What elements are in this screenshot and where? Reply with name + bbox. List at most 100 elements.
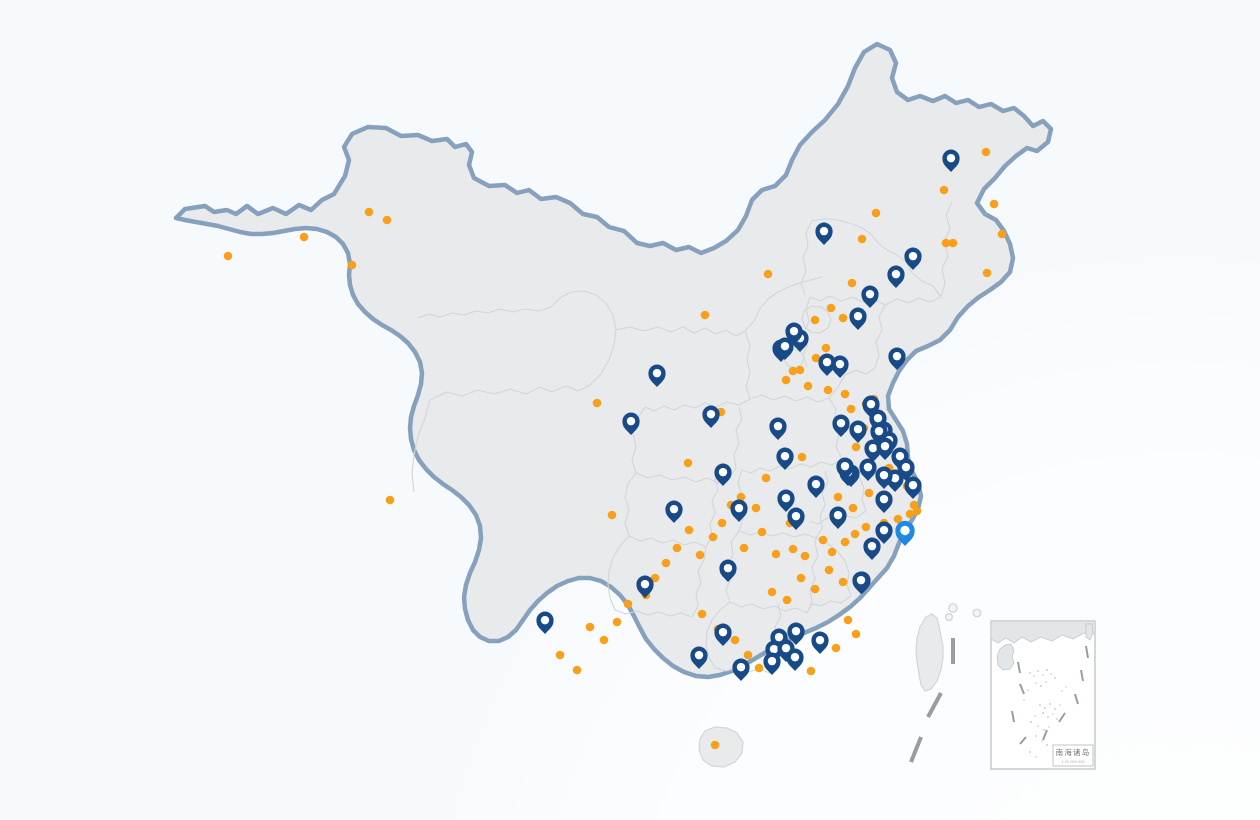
partner-site-dot[interactable] xyxy=(806,666,816,676)
partner-site-dot[interactable] xyxy=(697,609,707,619)
partner-site-dot[interactable] xyxy=(851,629,861,639)
partner-site-dot[interactable] xyxy=(982,268,992,278)
partner-site-dot[interactable] xyxy=(831,643,841,653)
partner-site-dot[interactable] xyxy=(857,234,867,244)
map-pin[interactable] xyxy=(787,622,805,645)
map-pin[interactable] xyxy=(849,307,867,330)
partner-site-dot[interactable] xyxy=(736,492,746,502)
partner-site-dot[interactable] xyxy=(781,375,791,385)
partner-site-dot[interactable] xyxy=(592,398,602,408)
partner-site-dot[interactable] xyxy=(846,404,856,414)
partner-site-dot[interactable] xyxy=(347,260,357,270)
map-pin[interactable] xyxy=(904,476,922,499)
partner-site-dot[interactable] xyxy=(661,558,671,568)
map-pin[interactable] xyxy=(888,347,906,370)
partner-site-dot[interactable] xyxy=(299,232,309,242)
partner-site-dot[interactable] xyxy=(823,385,833,395)
partner-site-dot[interactable] xyxy=(800,551,810,561)
map-pin[interactable] xyxy=(648,364,666,387)
map-pin[interactable] xyxy=(829,506,847,529)
partner-site-dot[interactable] xyxy=(751,503,761,513)
partner-site-dot[interactable] xyxy=(710,740,720,750)
partner-site-dot[interactable] xyxy=(700,310,710,320)
map-pin[interactable] xyxy=(859,458,877,481)
partner-site-dot[interactable] xyxy=(850,529,860,539)
partner-site-dot[interactable] xyxy=(382,215,392,225)
partner-site-dot[interactable] xyxy=(623,599,633,609)
partner-site-dot[interactable] xyxy=(364,207,374,217)
partner-site-dot[interactable] xyxy=(821,343,831,353)
partner-site-dot[interactable] xyxy=(607,510,617,520)
map-pin[interactable] xyxy=(942,149,960,172)
partner-site-dot[interactable] xyxy=(803,381,813,391)
map-pin[interactable] xyxy=(665,500,683,523)
map-pin[interactable] xyxy=(776,337,794,360)
partner-site-dot[interactable] xyxy=(848,503,858,513)
partner-site-dot[interactable] xyxy=(730,635,740,645)
map-pin[interactable] xyxy=(875,521,893,544)
partner-site-dot[interactable] xyxy=(840,537,850,547)
partner-site-dot[interactable] xyxy=(981,147,991,157)
partner-site-dot[interactable] xyxy=(572,665,582,675)
map-pin[interactable] xyxy=(763,652,781,675)
map-pin-highlighted[interactable] xyxy=(895,520,915,546)
partner-site-dot[interactable] xyxy=(743,650,753,660)
map-pin[interactable] xyxy=(861,285,879,308)
map-pin-layer[interactable] xyxy=(536,149,960,681)
partner-site-dot[interactable] xyxy=(941,238,951,248)
partner-site-dot[interactable] xyxy=(771,549,781,559)
map-pin[interactable] xyxy=(714,623,732,646)
partner-site-dot[interactable] xyxy=(861,522,871,532)
map-pin[interactable] xyxy=(849,420,867,443)
partner-site-dot[interactable] xyxy=(840,389,850,399)
taiwan-island-shape[interactable] xyxy=(915,613,944,692)
partner-site-dot[interactable] xyxy=(708,532,718,542)
partner-site-dot[interactable] xyxy=(851,442,861,452)
map-pin[interactable] xyxy=(875,466,893,489)
partner-site-dot[interactable] xyxy=(672,543,682,553)
partner-site-dot[interactable] xyxy=(864,488,874,498)
partner-site-dot[interactable] xyxy=(811,353,821,363)
partner-site-dot[interactable] xyxy=(684,525,694,535)
partner-site-dot[interactable] xyxy=(843,615,853,625)
partner-site-dot[interactable] xyxy=(912,506,922,516)
map-pin[interactable] xyxy=(732,658,750,681)
hainan-island-shape[interactable] xyxy=(698,726,744,768)
partner-site-dot[interactable] xyxy=(826,303,836,313)
partner-site-dot[interactable] xyxy=(754,663,764,673)
partner-site-dot[interactable] xyxy=(739,543,749,553)
partner-site-dot[interactable] xyxy=(599,635,609,645)
map-pin[interactable] xyxy=(863,537,881,560)
map-pin[interactable] xyxy=(702,405,720,428)
partner-site-dot[interactable] xyxy=(939,185,949,195)
map-pin[interactable] xyxy=(815,222,833,245)
map-pin[interactable] xyxy=(807,475,825,498)
partner-site-dot[interactable] xyxy=(989,199,999,209)
map-pin[interactable] xyxy=(690,646,708,669)
partner-site-dot[interactable] xyxy=(763,269,773,279)
partner-site-dot[interactable] xyxy=(833,492,843,502)
partner-site-dot[interactable] xyxy=(385,495,395,505)
map-pin[interactable] xyxy=(714,463,732,486)
partner-site-dot[interactable] xyxy=(585,622,595,632)
map-pin[interactable] xyxy=(811,631,829,654)
partner-site-dot[interactable] xyxy=(223,251,233,261)
partner-site-dot[interactable] xyxy=(782,595,792,605)
map-pin[interactable] xyxy=(636,575,654,598)
map-pin[interactable] xyxy=(536,611,554,634)
map-pin[interactable] xyxy=(730,499,748,522)
partner-site-dot[interactable] xyxy=(847,278,857,288)
map-pin[interactable] xyxy=(818,353,836,376)
partner-site-dot[interactable] xyxy=(555,650,565,660)
partner-site-dot[interactable] xyxy=(695,550,705,560)
partner-site-dot[interactable] xyxy=(788,366,798,376)
map-pin[interactable] xyxy=(831,355,849,378)
partner-site-dot[interactable] xyxy=(796,573,806,583)
map-pin[interactable] xyxy=(852,571,870,594)
map-pin[interactable] xyxy=(769,417,787,440)
map-pin[interactable] xyxy=(832,414,850,437)
map-pin[interactable] xyxy=(622,412,640,435)
partner-site-dot[interactable] xyxy=(767,587,777,597)
map-pin[interactable] xyxy=(836,457,854,480)
